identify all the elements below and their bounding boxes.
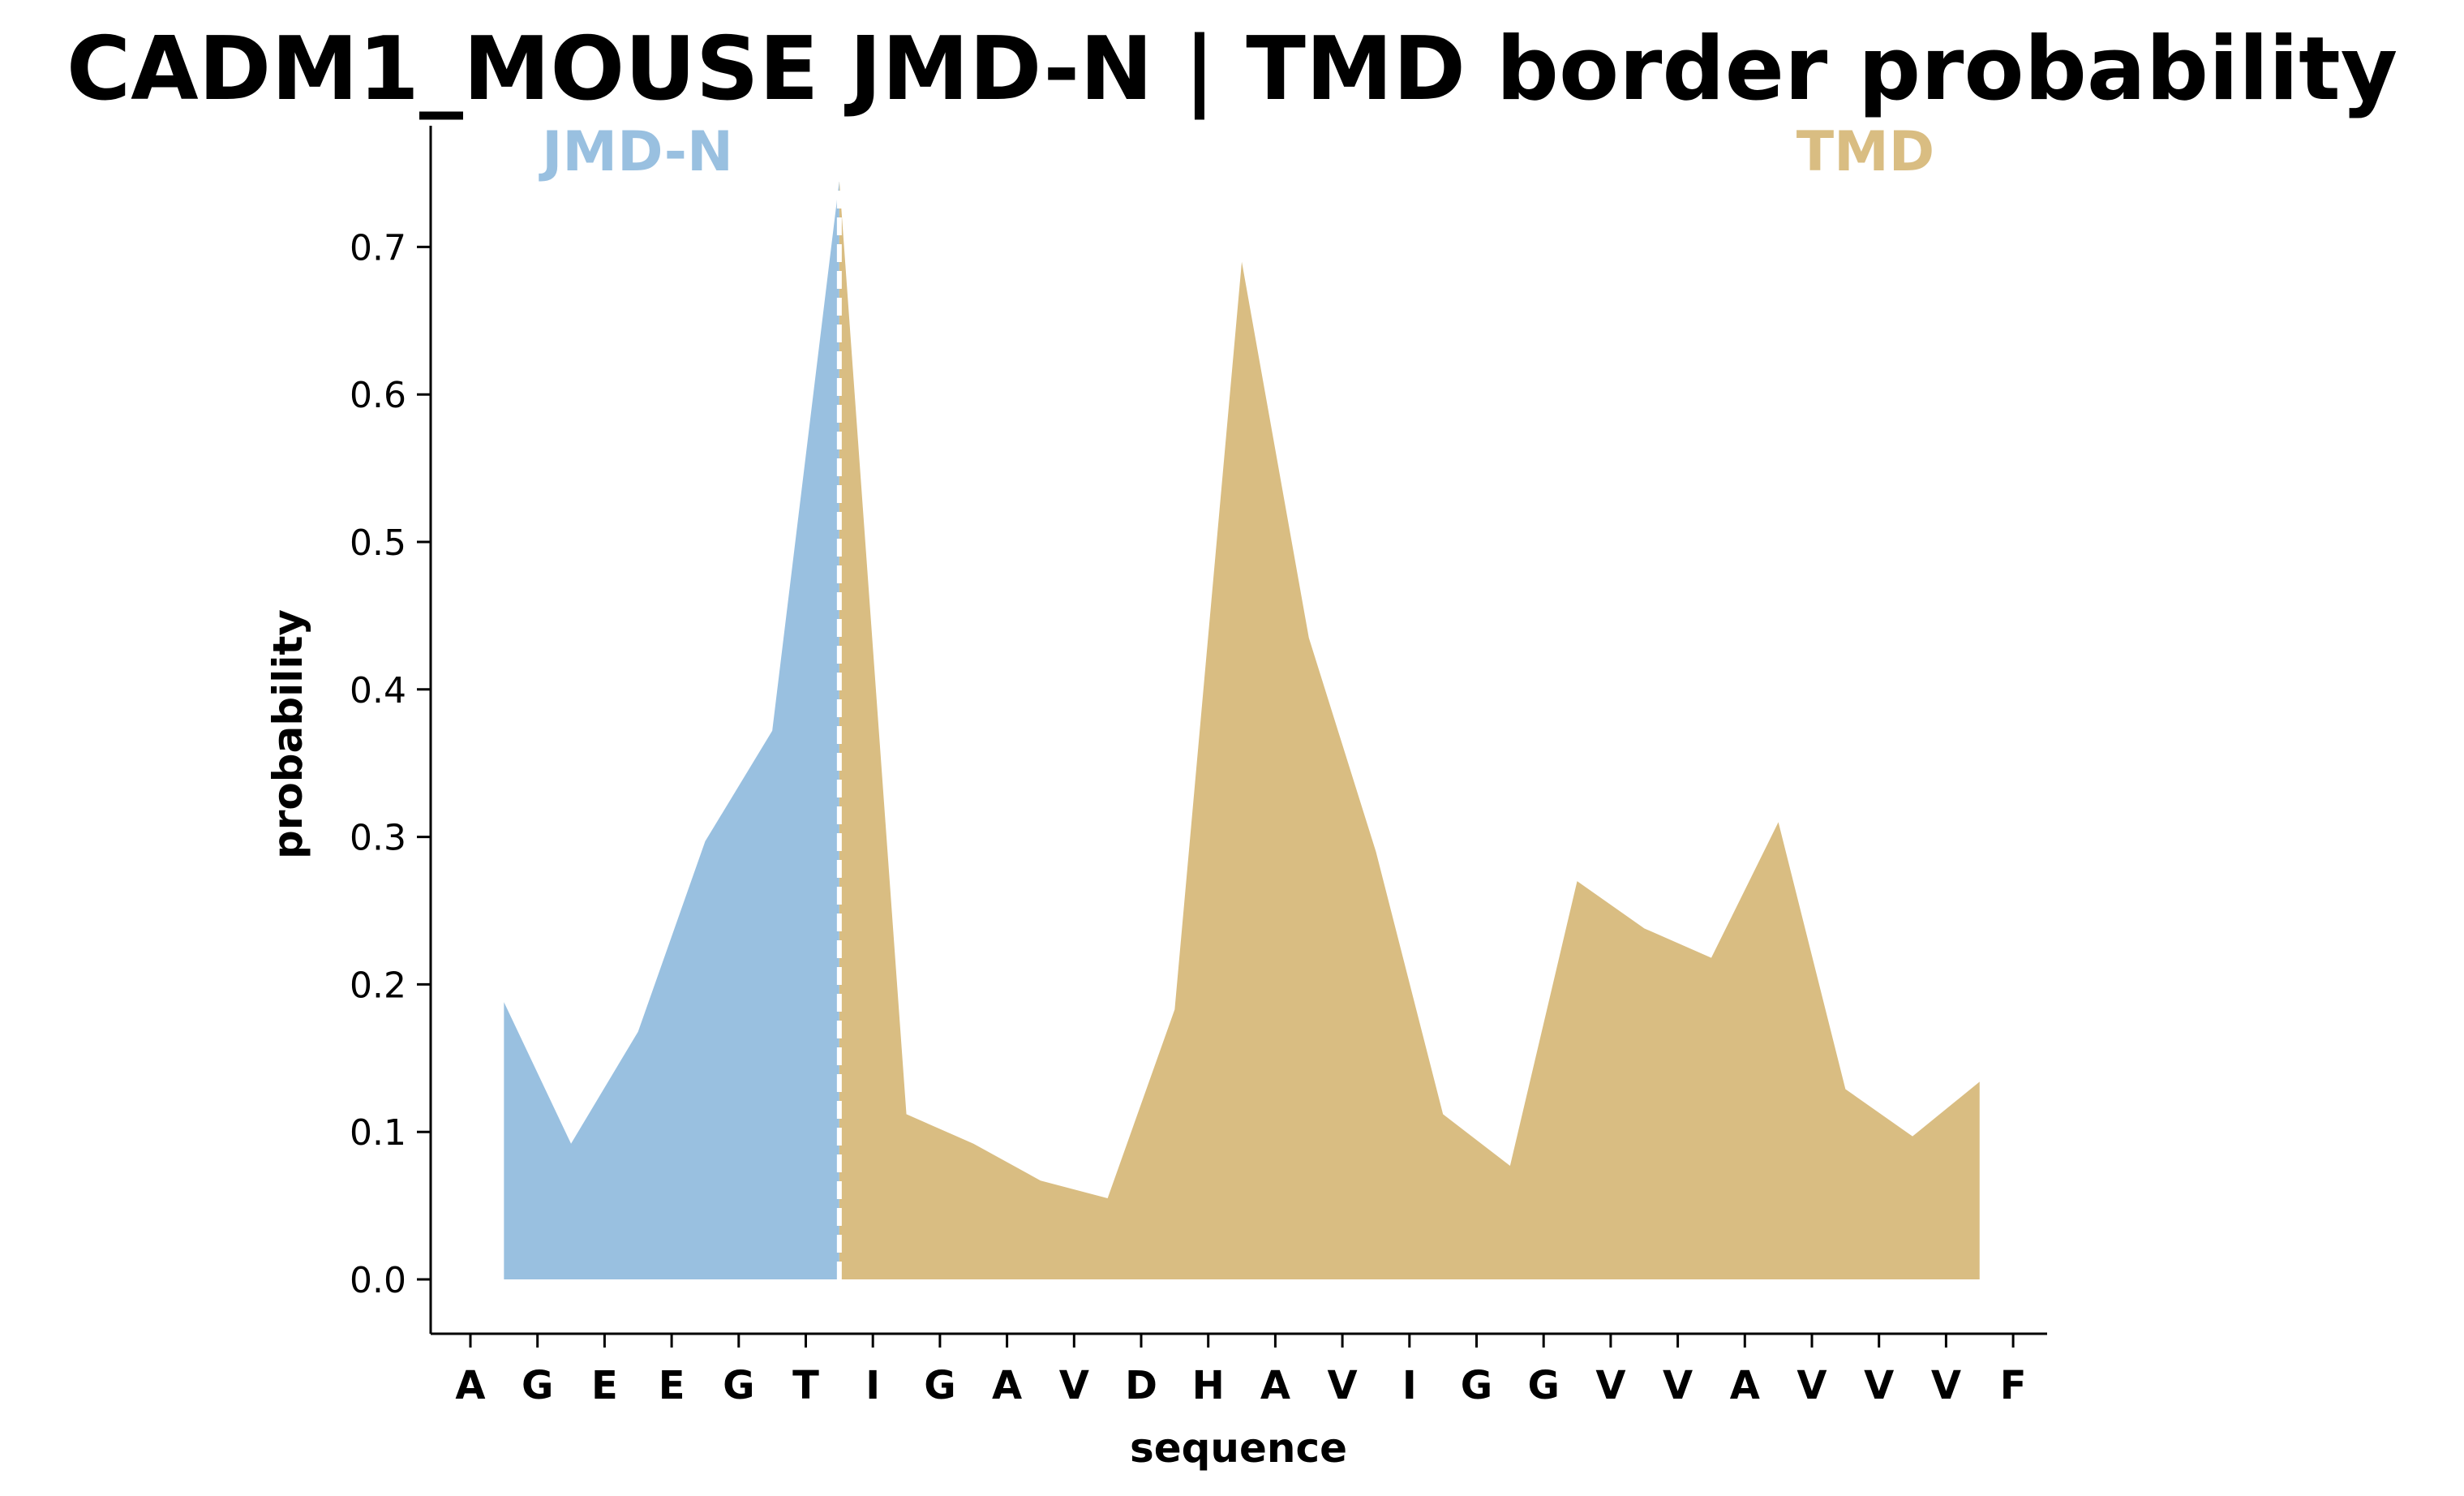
y-axis-label: probability	[264, 609, 311, 859]
x-tick-label: V	[1663, 1363, 1693, 1408]
y-tick-label: 0.4	[350, 670, 406, 711]
x-tick-label: H	[1192, 1363, 1225, 1408]
x-tick-label: V	[1931, 1363, 1961, 1408]
x-tick-label: V	[1059, 1363, 1089, 1408]
x-axis-label: sequence	[1130, 1425, 1347, 1472]
y-tick-label: 0.5	[350, 522, 406, 564]
x-tick-label: E	[591, 1363, 618, 1408]
x-tick-label: A	[992, 1363, 1022, 1408]
x-tick-label: V	[1864, 1363, 1894, 1408]
region-label-tmd: TMD	[1796, 120, 1935, 184]
x-tick-label: I	[1402, 1363, 1417, 1408]
plot-area	[504, 180, 1980, 1280]
x-tick-label: I	[865, 1363, 880, 1408]
y-tick-label: 0.6	[350, 375, 406, 416]
x-tick-label: G	[723, 1363, 754, 1408]
x-tick-label: T	[792, 1363, 819, 1408]
x-tick-label: V	[1796, 1363, 1827, 1408]
area-jmd-n	[504, 180, 839, 1280]
x-tick-label: G	[924, 1363, 955, 1408]
x-tick-label: G	[1461, 1363, 1492, 1408]
x-tick-label: A	[1730, 1363, 1760, 1408]
y-tick-label: 0.3	[350, 818, 406, 859]
x-tick-label: A	[1260, 1363, 1290, 1408]
x-tick-label: E	[659, 1363, 685, 1408]
axes: 0.00.10.20.30.40.50.60.7A G E E G T I G A V D H A V I G…	[350, 125, 2047, 1408]
y-tick-label: 0.1	[350, 1112, 406, 1154]
x-tick-label: A	[455, 1363, 485, 1408]
x-tick-label: G	[522, 1363, 553, 1408]
y-tick-label: 0.0	[350, 1260, 406, 1301]
x-tick-label: F	[2000, 1363, 2027, 1408]
x-tick-label: V	[1595, 1363, 1625, 1408]
area-tmd	[839, 180, 1980, 1280]
x-tick-label: V	[1328, 1363, 1358, 1408]
chart-title: CADM1_MOUSE JMD-N | TMD border probabili…	[67, 19, 2397, 120]
y-tick-label: 0.2	[350, 965, 406, 1006]
x-tick-label: D	[1125, 1363, 1157, 1408]
x-tick-label: G	[1527, 1363, 1559, 1408]
region-label-jmd-n: JMD-N	[539, 120, 733, 184]
y-tick-label: 0.7	[350, 227, 406, 269]
